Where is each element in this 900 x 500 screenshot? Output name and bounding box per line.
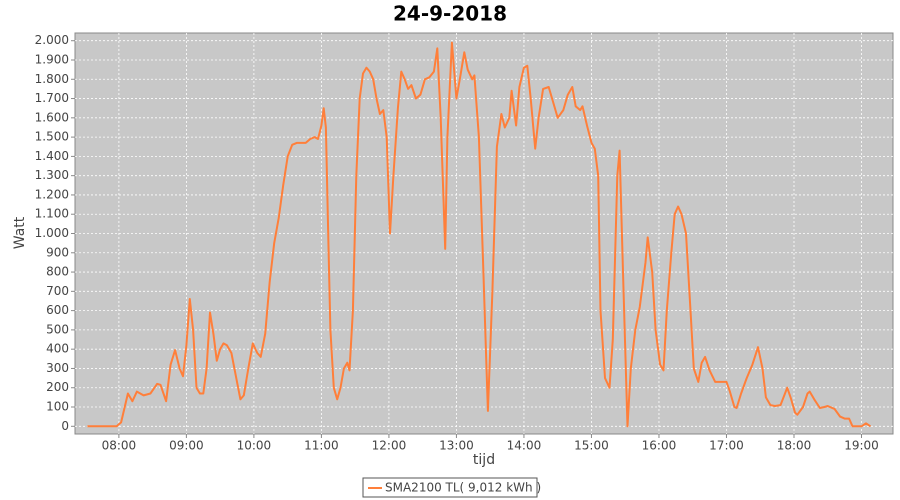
- chart-title: 24-9-2018: [393, 2, 507, 26]
- y-tick-label: 1.900: [35, 52, 69, 66]
- y-tick-label: 800: [46, 265, 69, 279]
- y-tick-label: 1.500: [35, 130, 69, 144]
- y-tick-label: 500: [46, 322, 69, 336]
- y-tick-label: 100: [46, 400, 69, 414]
- y-tick-label: 1.300: [35, 168, 69, 182]
- y-tick-label: 1.600: [35, 110, 69, 124]
- y-tick-label: 2.000: [35, 33, 69, 47]
- y-tick-label: 1.400: [35, 149, 69, 163]
- y-tick-label: 1.800: [35, 72, 69, 86]
- x-tick-label: 11:00: [304, 439, 339, 453]
- legend-label: SMA2100 TL( 9,012 kWh ): [385, 481, 541, 495]
- y-tick-label: 700: [46, 284, 69, 298]
- legend-box: [362, 477, 538, 498]
- x-axis-label: tijd: [473, 452, 495, 468]
- x-tick-label: 16:00: [642, 439, 677, 453]
- x-tick-label: 08:00: [102, 439, 137, 453]
- y-tick-label: 900: [46, 245, 69, 259]
- x-tick-label: 09:00: [169, 439, 204, 453]
- y-tick-label: 300: [46, 361, 69, 375]
- x-tick-label: 13:00: [439, 439, 474, 453]
- y-tick-label: 1.100: [35, 207, 69, 221]
- y-tick-label: 1.000: [35, 226, 69, 240]
- x-tick-label: 15:00: [574, 439, 609, 453]
- x-tick-label: 12:00: [372, 439, 407, 453]
- y-axis-label: Watt: [12, 216, 28, 249]
- x-tick-label: 14:00: [507, 439, 542, 453]
- y-tick-label: 1.200: [35, 187, 69, 201]
- y-tick-label: 0: [61, 419, 69, 433]
- x-tick-label: 19:00: [844, 439, 879, 453]
- y-tick-label: 200: [46, 380, 69, 394]
- y-tick-label: 600: [46, 303, 69, 317]
- x-tick-label: 17:00: [709, 439, 744, 453]
- line-series: [87, 41, 872, 428]
- x-tick-label: 10:00: [237, 439, 272, 453]
- y-tick-label: 1.700: [35, 91, 69, 105]
- x-tick-label: 18:00: [777, 439, 812, 453]
- y-tick-label: 400: [46, 342, 69, 356]
